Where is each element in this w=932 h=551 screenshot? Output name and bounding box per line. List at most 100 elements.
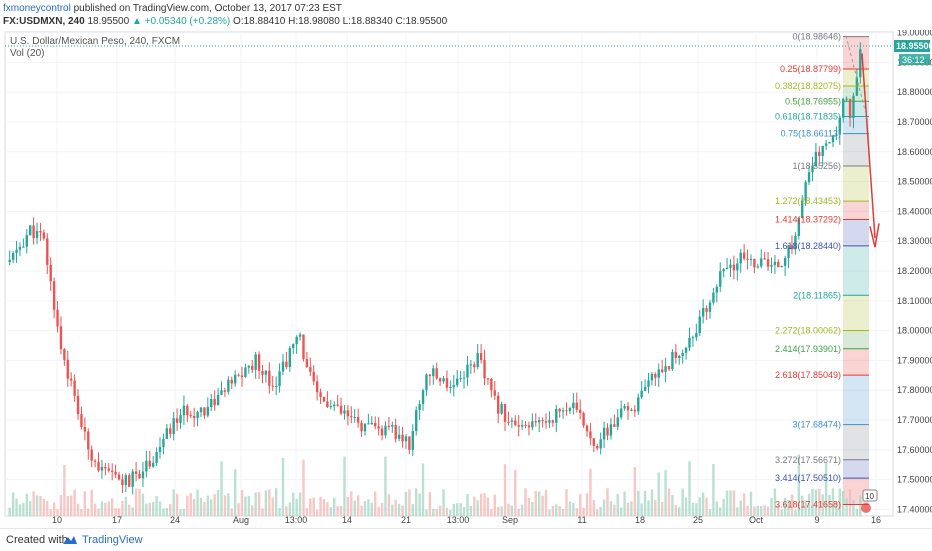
volume-bar — [524, 488, 527, 516]
fib-level-label: 0.618(18.71835) — [775, 112, 841, 122]
candle-body — [131, 471, 134, 487]
volume-bar — [527, 498, 531, 516]
volume-bar — [227, 493, 230, 516]
volume-bar — [356, 495, 360, 516]
candle-body — [527, 425, 531, 428]
volume-bar — [32, 491, 35, 516]
volume-bar — [408, 489, 411, 516]
volume-bar — [493, 494, 496, 516]
volume-bar — [575, 508, 578, 516]
candle-body — [818, 151, 821, 157]
volume-bar — [725, 490, 729, 516]
candle-body — [162, 439, 165, 448]
volume-bar — [831, 488, 835, 516]
candle-body — [619, 408, 623, 418]
volume-bar — [216, 490, 220, 516]
volume-bar — [753, 506, 756, 516]
candle-body — [182, 405, 186, 415]
volume-bar — [732, 490, 736, 516]
candle-body — [507, 421, 510, 423]
fib-level-label: 0.75(18.66113) — [781, 129, 841, 139]
volume-bar — [814, 489, 818, 516]
published-text: published on TradingView.com, October 13… — [73, 3, 342, 14]
volume-bar — [705, 497, 708, 516]
volume-bar — [319, 496, 322, 516]
candle-body — [155, 451, 158, 463]
volume-bar — [637, 490, 640, 516]
volume-bar — [230, 508, 233, 516]
volume-bar — [483, 493, 486, 516]
candle-body — [859, 49, 862, 78]
volume-bar — [770, 497, 773, 516]
y-tick-label: 17.90000 — [897, 355, 932, 365]
fib-zone — [843, 201, 869, 220]
candle-body — [650, 374, 654, 381]
candle-body — [380, 428, 384, 436]
volume-bar — [456, 503, 459, 516]
candle-body — [387, 425, 391, 427]
author-link[interactable]: fxmoneycontrol — [3, 3, 71, 14]
candle-body — [821, 145, 824, 157]
volume-bar — [411, 504, 414, 516]
volume-bar — [322, 499, 326, 516]
candle-body — [360, 422, 363, 432]
candle-body — [179, 414, 182, 423]
volume-bar — [70, 495, 73, 516]
candle-body — [684, 347, 688, 353]
candle-body — [596, 445, 599, 449]
volume-bar — [435, 509, 438, 516]
volume-bar — [824, 463, 828, 516]
candle-body — [230, 379, 233, 384]
fib-zone — [843, 295, 869, 331]
volume-bar — [397, 503, 401, 516]
candle-body — [667, 366, 671, 370]
volume-bar — [729, 490, 732, 516]
candle-body — [452, 385, 455, 387]
fib-level-label: 2.272(18.00062) — [775, 325, 841, 335]
symbol-label: FX:USDMXN, 240 — [3, 16, 85, 27]
fib-level-label: 2.414(17.93901) — [775, 344, 841, 354]
volume-bar — [76, 503, 80, 516]
volume-bar — [169, 504, 172, 516]
volume-bar — [264, 490, 268, 516]
fib-level-label: 3.272(17.56671) — [775, 455, 841, 465]
volume-bar — [589, 468, 592, 516]
candle-body — [698, 316, 701, 334]
candle-body — [66, 359, 69, 379]
volume-bar — [251, 505, 254, 516]
candle-body — [428, 374, 432, 377]
candle-body — [609, 424, 613, 436]
volume-bar — [654, 499, 657, 516]
y-tick-label: 17.70000 — [897, 415, 932, 425]
candle-body — [151, 462, 155, 467]
y-tick-label: 18.00000 — [897, 326, 932, 336]
volume-badge — [862, 489, 878, 502]
candle-body — [49, 264, 52, 282]
candle-body — [575, 402, 578, 410]
price-axis: 19.0000018.9000018.8000018.7000018.60000… — [894, 30, 932, 514]
volume-bar — [500, 506, 503, 516]
volume-bar — [131, 507, 134, 516]
candle-body — [22, 246, 25, 248]
volume-bar — [244, 496, 247, 516]
candle-body — [394, 424, 397, 439]
volume-bar — [807, 493, 811, 516]
candle-body — [493, 390, 496, 396]
fib-level-label: 0.5(18.76955) — [785, 96, 841, 106]
volume-bar — [582, 507, 585, 516]
volume-bar — [281, 457, 285, 516]
candle-body — [39, 230, 42, 233]
price-chart[interactable]: 0(18.98646) 0.25(18.87799) 0.382(18.82075)… — [0, 30, 932, 528]
volume-bar — [688, 461, 691, 516]
volume-bar — [110, 498, 114, 516]
volume-bar — [490, 509, 493, 516]
candle-body — [391, 424, 394, 427]
candle-body — [401, 434, 404, 442]
candle-body — [780, 265, 783, 268]
volume-bar — [213, 494, 216, 516]
candle-body — [124, 475, 128, 485]
candle-body — [739, 252, 742, 264]
volume-bar — [626, 502, 630, 516]
volume-bar — [155, 495, 158, 516]
tradingview-brand[interactable]: TradingView — [82, 534, 143, 546]
